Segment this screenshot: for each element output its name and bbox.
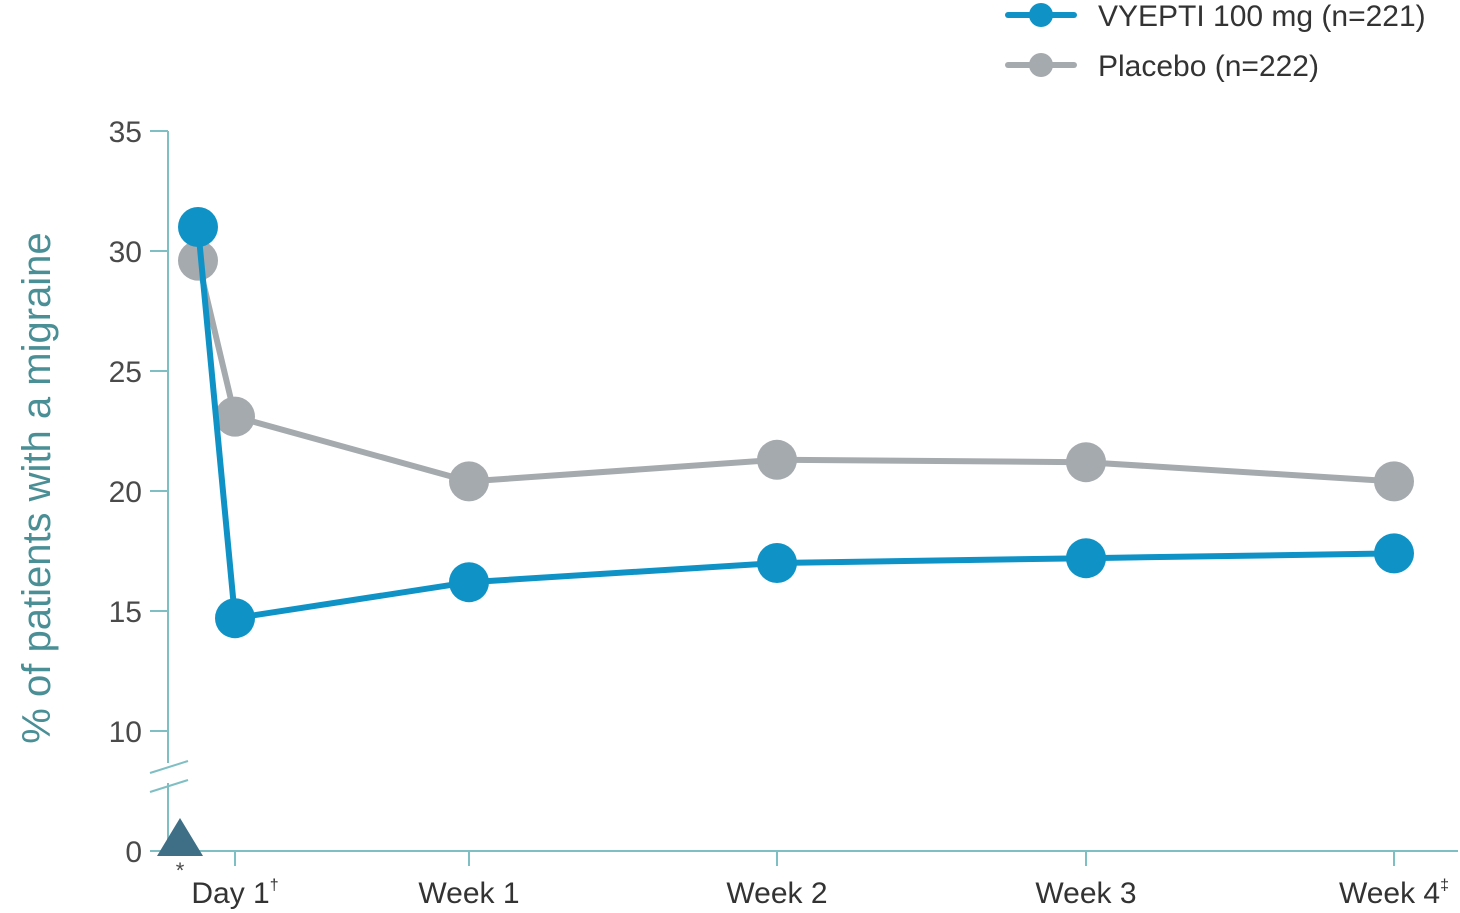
x-tick-label: Week 4‡ [1339,877,1449,910]
chart-axes: 0 10 15 20 25 30 35 Day 1† Week 1 Week 2 Week 3 Wee… [109,116,1458,910]
chart-legend: VYEPTI 100 mg (n=221) Placebo (n=222) [1005,0,1426,83]
data-point [1066,442,1106,483]
legend-swatch-marker [1029,3,1053,27]
series-group [178,240,1414,502]
axis-break-mark [149,779,189,793]
y-axis-label: % of patients with a migraine [15,232,59,743]
x-tick-label: Day 1† [191,877,278,910]
data-point [757,543,797,583]
chart-series [178,207,1414,639]
infusion-marker-footnote: * [176,858,185,883]
data-point [215,598,255,639]
y-tick-label: 30 [109,236,142,269]
x-tick-label: Week 2 [726,877,827,910]
data-point [178,240,218,281]
legend-swatch-marker [1029,53,1053,77]
y-tick-label: 15 [109,596,142,629]
series-line [195,259,1395,485]
x-tick-footnote: ‡ [1440,877,1449,894]
series-line [195,226,1395,622]
y-tick-label: 25 [109,356,142,389]
x-tick-footnote: † [270,877,279,894]
y-tick-label: 35 [109,116,142,149]
data-point [178,207,218,247]
y-tick-label: 10 [109,716,142,749]
x-tick-label: Week 3 [1035,877,1136,910]
data-point [1374,533,1414,574]
axis-break-mark [149,760,189,774]
infusion-marker-icon [157,818,203,856]
data-point [449,562,489,603]
data-point [757,439,797,480]
data-point [215,396,255,437]
data-point [1066,538,1106,579]
legend-label: VYEPTI 100 mg (n=221) [1098,0,1426,33]
legend-label: Placebo (n=222) [1098,50,1319,83]
data-point [449,461,489,502]
data-point [1374,461,1414,502]
series-group [178,207,1414,639]
x-tick-label: Week 1 [418,877,519,910]
y-tick-label: 20 [109,476,142,509]
y-tick-label: 0 [125,836,142,869]
